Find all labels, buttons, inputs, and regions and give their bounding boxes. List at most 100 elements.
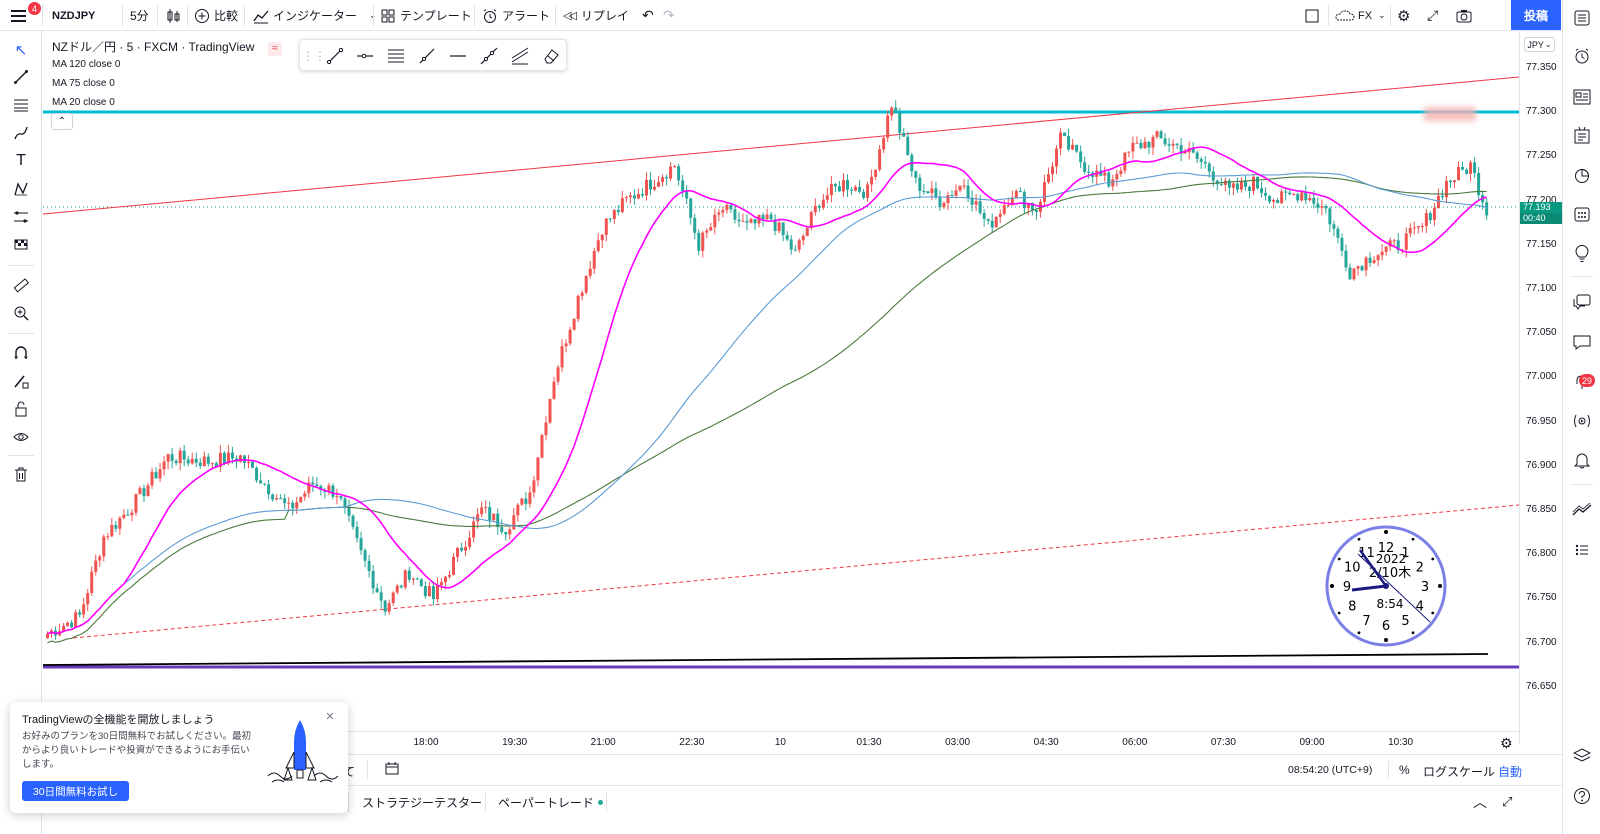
timezone-button[interactable]: 08:54:20 (UTC+9) — [1288, 764, 1373, 776]
symbol-search-button[interactable]: NZDJPY — [52, 9, 96, 22]
candle — [624, 195, 628, 203]
tab-strategy-tester[interactable]: ストラテジーテスター — [362, 795, 483, 810]
currency-button[interactable]: JPY ⌄ — [1524, 37, 1555, 52]
redo-icon: ↷ — [663, 7, 675, 23]
redo-button[interactable]: ↷ — [663, 0, 675, 31]
candle-body — [1453, 180, 1456, 183]
scale-settings-button[interactable]: ⚙ — [1500, 735, 1513, 752]
watchlist-button[interactable] — [1572, 8, 1592, 28]
candle-body — [870, 176, 874, 185]
percent-scale-button[interactable]: % — [1399, 763, 1410, 777]
help-button[interactable] — [1572, 786, 1592, 806]
chats-button[interactable] — [1572, 292, 1592, 312]
candle-body — [898, 112, 902, 133]
hotlists-button[interactable] — [1572, 125, 1592, 145]
candle — [283, 493, 287, 509]
legend-ma-120[interactable]: MA 120 close 0 — [52, 59, 121, 70]
ideas-button[interactable] — [1572, 244, 1592, 264]
fullscreen-button[interactable]: ⤢ — [1427, 0, 1438, 31]
cursor-tool[interactable]: ↖ — [11, 40, 31, 60]
auto-scale-button[interactable]: 自動 — [1498, 765, 1523, 779]
draw-ray-button[interactable] — [416, 45, 438, 67]
candle-body — [1256, 176, 1260, 189]
stay-drawing-tool[interactable] — [11, 371, 31, 391]
templates-button[interactable]: テンプレート — [381, 0, 472, 31]
data-window-button[interactable] — [1572, 87, 1592, 107]
forecast-tool[interactable] — [11, 207, 31, 227]
indicators-button[interactable]: インジケーター ⌄ — [253, 0, 377, 31]
legend-collapse-button[interactable]: ⌃ — [51, 113, 73, 130]
measure-tool[interactable] — [11, 275, 31, 295]
icon-tool[interactable] — [11, 235, 31, 255]
calendar-button[interactable] — [1572, 166, 1592, 186]
layers-button[interactable] — [1572, 746, 1592, 766]
price-scale[interactable]: JPY ⌄ 77.350 77.300 77.250 77.200 77.150 77.10… — [1424, 31, 1563, 744]
dom-button[interactable] — [1572, 540, 1592, 560]
close-button[interactable]: ✕ — [323, 709, 337, 723]
brush-tool[interactable] — [11, 123, 31, 143]
fx-cloud-button[interactable]: FX ⌄ — [1335, 0, 1386, 31]
messages-button[interactable] — [1572, 332, 1592, 352]
candle-body — [1026, 202, 1030, 209]
draw-parallel-channel-button[interactable] — [385, 45, 407, 67]
eraser-button[interactable] — [540, 45, 562, 67]
candle — [805, 226, 809, 237]
date-range-button[interactable] — [385, 761, 399, 778]
replay-button[interactable]: ◁◁ リプレイ — [563, 0, 629, 31]
zoom-tool[interactable] — [11, 303, 31, 323]
hide-tool[interactable] — [11, 427, 31, 447]
market-status-icon[interactable]: ≈ — [267, 42, 282, 56]
free-trial-button[interactable]: 30日間無料お試し — [22, 781, 129, 801]
draw-horizontal-ray-button[interactable] — [354, 45, 376, 67]
lock-tool[interactable] — [11, 399, 31, 419]
undo-button[interactable]: ↶ — [642, 0, 654, 31]
draw-regression-button[interactable] — [509, 45, 531, 67]
settings-button[interactable]: ⚙ — [1397, 0, 1410, 31]
candle-body — [263, 483, 267, 485]
candle-body — [516, 504, 520, 516]
notification-count-badge: 29 — [1579, 374, 1595, 387]
candle-body — [327, 485, 331, 493]
draw-trendline-button[interactable] — [324, 45, 346, 67]
candle — [1018, 187, 1022, 193]
menu-button[interactable] — [10, 0, 28, 31]
tab-paper-trading[interactable]: ペーパートレード — [498, 786, 603, 818]
legend-ma-20[interactable]: MA 20 close 0 — [52, 97, 115, 108]
candle — [1268, 195, 1272, 205]
candle-body — [560, 346, 564, 368]
trading-panel-button[interactable] — [1572, 500, 1592, 520]
alerts-button[interactable] — [1572, 46, 1592, 66]
screenshot-button[interactable] — [1456, 0, 1472, 31]
candle-type-button[interactable] — [165, 0, 181, 31]
collapse-panel-button[interactable]: ︿ — [1473, 786, 1487, 818]
interval-button[interactable]: 5分 — [130, 9, 149, 23]
legend-ma-75[interactable]: MA 75 close 0 — [52, 78, 115, 89]
streams-button[interactable] — [1572, 411, 1592, 431]
time-scale[interactable]: 18:00 19:30 21:00 22:30 10 01:30 03:00 04:30 06:… — [43, 731, 1519, 753]
log-scale-button[interactable]: ログスケール — [1423, 765, 1496, 779]
candle-body — [508, 529, 512, 535]
drag-handle[interactable]: ⋮⋮ — [302, 45, 326, 67]
publish-button[interactable]: 投稿 — [1511, 0, 1561, 30]
maximize-panel-button[interactable]: ⤢ — [1502, 786, 1512, 818]
draw-extended-line-button[interactable] — [478, 45, 500, 67]
notification-bell-button[interactable] — [1572, 450, 1592, 470]
clock-hour-number: 9 — [1343, 580, 1351, 595]
text-tool[interactable]: T — [11, 151, 31, 171]
alert-button[interactable]: アラート — [482, 0, 550, 31]
trendline-tool[interactable] — [11, 67, 31, 87]
pattern-tool[interactable] — [11, 179, 31, 199]
economic-calendar-button[interactable] — [1572, 204, 1592, 224]
candle — [247, 454, 250, 469]
layout-button[interactable] — [1305, 0, 1319, 31]
fib-tool[interactable] — [11, 95, 31, 115]
candle — [1055, 145, 1059, 175]
candle — [1477, 167, 1481, 201]
compare-button[interactable]: 比較 — [194, 0, 238, 31]
magnet-tool[interactable] — [11, 343, 31, 363]
candle — [427, 582, 431, 597]
delete-tool[interactable] — [11, 465, 31, 485]
draw-horizontal-line-button[interactable] — [447, 45, 469, 67]
candle-body — [230, 452, 234, 459]
